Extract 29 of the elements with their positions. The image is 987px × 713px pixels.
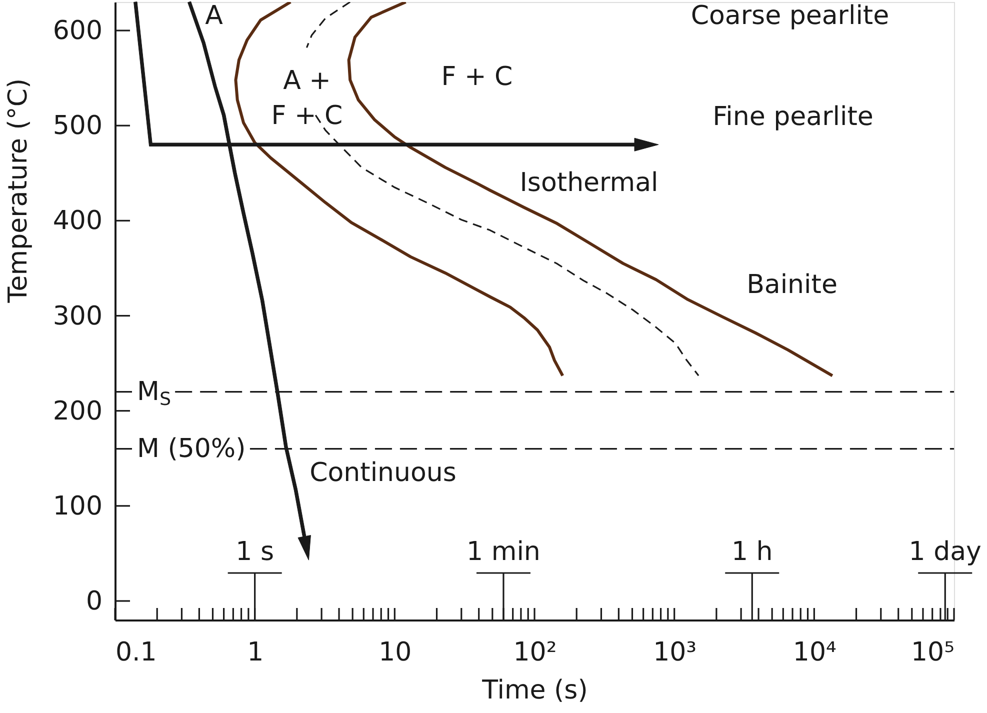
annotation: A + F + C xyxy=(271,66,343,131)
y-tick-label: 600 xyxy=(52,16,102,46)
ref-line-label: 1 h xyxy=(731,537,773,567)
y-tick-label: 100 xyxy=(52,491,102,522)
annotation: F + C xyxy=(441,62,513,92)
x-tick-label: 10³ xyxy=(653,638,697,668)
y-tick-label: 200 xyxy=(52,396,102,426)
x-tick-label: 10⁴ xyxy=(792,638,836,668)
y-tick-label: 0 xyxy=(86,586,102,616)
annotation: Continuous xyxy=(310,458,456,488)
y-axis-title: Temperature (°C) xyxy=(4,78,34,304)
x-tick-label: 1 xyxy=(247,638,264,668)
annotation: Coarse pearlite xyxy=(690,1,890,31)
x-axis-title: Time (s) xyxy=(481,676,588,706)
annotation: Isothermal xyxy=(520,168,658,198)
y-tick-label: 300 xyxy=(52,301,102,332)
ref-line-label: M (50%) xyxy=(137,434,246,464)
ref-line-label: 1 s xyxy=(236,537,274,567)
annotation: Fine pearlite xyxy=(712,102,874,132)
y-tick-label: 500 xyxy=(52,111,102,142)
annotation: A xyxy=(205,1,224,31)
x-tick-label: 10² xyxy=(513,638,557,668)
x-tick-label: 0.1 xyxy=(116,638,157,668)
ref-line-label: 1 day xyxy=(908,537,982,567)
ref-line-label: 1 min xyxy=(466,537,540,567)
x-tick-label: 10 xyxy=(378,638,412,668)
y-tick-label: 400 xyxy=(52,206,102,236)
x-tick-label: 10⁵ xyxy=(910,638,954,668)
annotation: Bainite xyxy=(746,270,838,300)
